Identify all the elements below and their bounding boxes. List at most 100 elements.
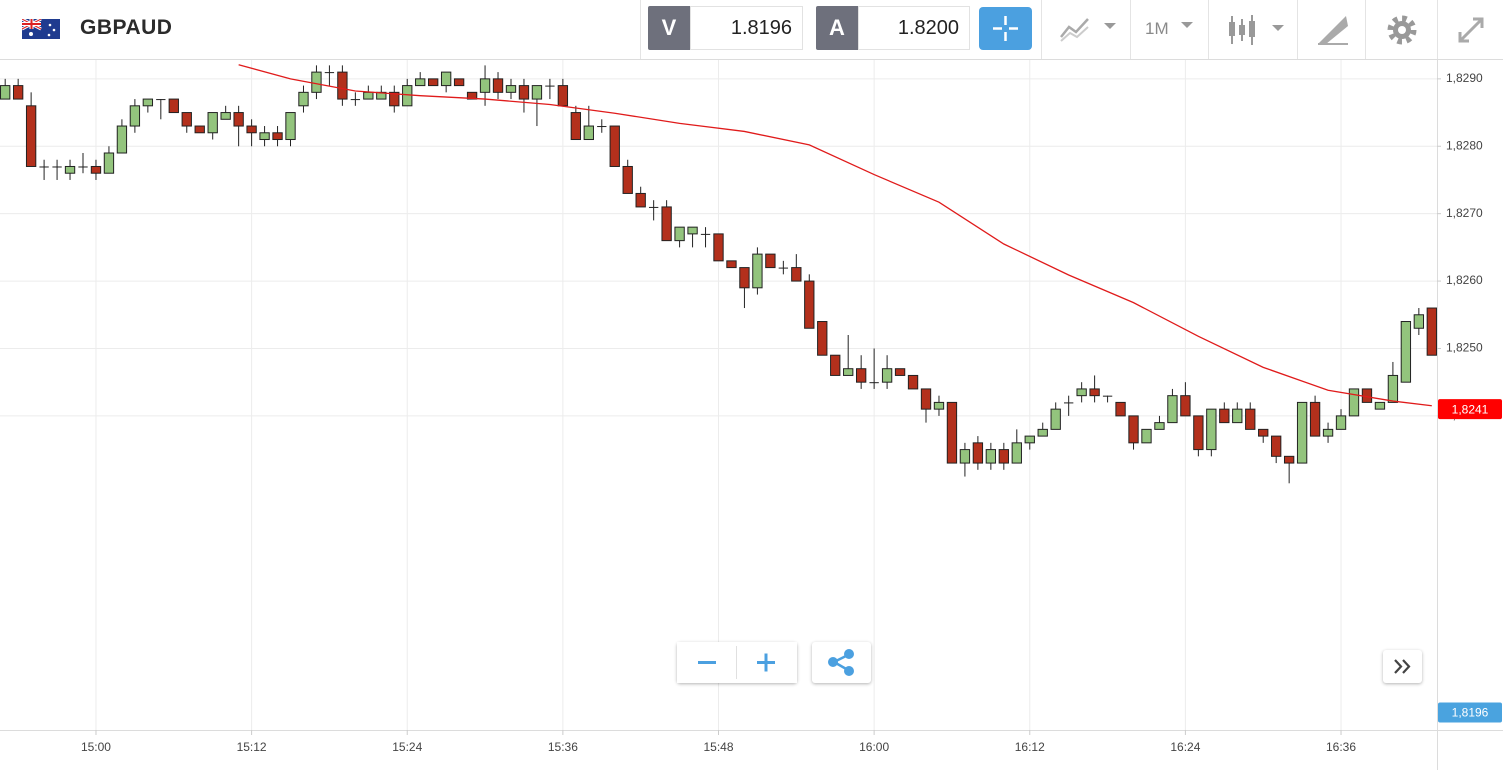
candle-body xyxy=(52,166,62,168)
plus-icon xyxy=(757,653,775,672)
candle-body xyxy=(207,112,218,134)
candle-body xyxy=(479,78,491,93)
candle-body xyxy=(156,99,166,101)
candle-body xyxy=(531,85,543,100)
candle-body xyxy=(285,112,296,141)
candle-body xyxy=(129,105,141,127)
candle-body xyxy=(557,85,569,107)
candle-body xyxy=(324,72,335,74)
candle-body xyxy=(363,91,374,100)
candle-body xyxy=(1167,395,1178,424)
candle-body xyxy=(855,368,867,383)
chart-type-button[interactable] xyxy=(1058,15,1120,43)
candle-body xyxy=(933,401,945,410)
separator xyxy=(640,0,641,59)
separator xyxy=(1437,0,1438,59)
candle-body xyxy=(739,267,750,289)
candle-body xyxy=(90,165,102,174)
separator xyxy=(1130,0,1131,59)
axes: 1,82401,82501,82601,82701,82801,829015:0… xyxy=(81,71,1502,754)
candle-body xyxy=(181,112,192,127)
candle-body xyxy=(648,206,659,208)
candle-body xyxy=(1309,401,1321,437)
dropdown-arrow[interactable] xyxy=(1180,20,1194,30)
candle-body xyxy=(609,125,620,167)
chart: 1,82401,82501,82601,82701,82801,829015:0… xyxy=(0,60,1503,770)
candle-body xyxy=(1011,442,1022,464)
candle-body xyxy=(415,78,426,87)
price-badge xyxy=(1438,702,1502,723)
timeframe-button[interactable]: 1M xyxy=(1145,19,1169,38)
scroll-to-end-button[interactable] xyxy=(1383,650,1422,683)
candle-body xyxy=(700,233,711,235)
candle-body xyxy=(998,449,1009,464)
sell-price[interactable]: 1.8196 xyxy=(690,6,803,50)
candle-body xyxy=(1322,428,1334,437)
candle-body xyxy=(959,449,971,464)
candle-body xyxy=(946,401,958,464)
y-tick-label: 1,8250 xyxy=(1446,341,1483,355)
price-badge-label: 1,8196 xyxy=(1452,706,1489,720)
candle-body xyxy=(752,253,763,289)
price-badge xyxy=(1438,399,1502,420)
x-tick-label: 15:36 xyxy=(548,740,578,754)
candle-body xyxy=(817,321,828,356)
candle-body xyxy=(622,165,633,194)
x-tick-label: 15:48 xyxy=(703,740,733,754)
candle-body xyxy=(843,368,854,376)
share-button[interactable] xyxy=(812,642,871,683)
candle-body xyxy=(492,78,504,93)
crosshair-button[interactable] xyxy=(979,7,1032,50)
candle-body xyxy=(1271,435,1282,457)
candle-body xyxy=(1232,408,1243,424)
separator xyxy=(1041,0,1042,59)
settings-button[interactable] xyxy=(1386,14,1418,46)
candle-body xyxy=(103,152,115,174)
candle-body xyxy=(466,91,478,100)
candle-body xyxy=(791,267,802,282)
grid xyxy=(0,60,1437,730)
candle-body xyxy=(1245,408,1256,430)
candle-body xyxy=(881,368,893,383)
candle-body xyxy=(804,280,815,329)
candle-body xyxy=(78,166,88,168)
candle-body xyxy=(1024,435,1035,444)
candle-body xyxy=(907,374,919,390)
candle-body xyxy=(869,382,879,384)
candle-type-button[interactable] xyxy=(1226,13,1286,47)
candle-body xyxy=(116,125,128,154)
candle-body xyxy=(1296,401,1308,464)
draw-tools-button[interactable] xyxy=(1316,14,1350,46)
candle-body xyxy=(1089,388,1100,397)
buy-label[interactable]: A xyxy=(816,6,858,50)
share-icon xyxy=(828,649,854,676)
candle-body xyxy=(1283,455,1295,464)
candle-body xyxy=(453,78,465,87)
candle-body xyxy=(1115,401,1126,417)
x-tick-label: 15:24 xyxy=(392,740,422,754)
fullscreen-button[interactable] xyxy=(1455,14,1487,46)
candle-body xyxy=(389,91,400,107)
candle-body xyxy=(1128,415,1139,444)
candle-body xyxy=(518,85,530,100)
candle-body xyxy=(233,112,244,127)
separator xyxy=(1297,0,1298,59)
candle-body xyxy=(985,449,997,464)
x-tick-label: 15:12 xyxy=(237,740,267,754)
candle-body xyxy=(25,105,37,167)
candle-body xyxy=(1348,388,1360,417)
x-tick-label: 15:00 xyxy=(81,740,111,754)
candle-body xyxy=(713,233,724,262)
chevron-icon xyxy=(1394,659,1411,674)
symbol: GBPAUD xyxy=(80,16,173,39)
candle-body xyxy=(778,267,789,269)
flag-icon xyxy=(22,19,60,39)
candle-body xyxy=(259,132,270,141)
candle-body xyxy=(194,125,205,134)
candle-body xyxy=(1180,395,1191,417)
buy-price[interactable]: 1.8200 xyxy=(858,6,970,50)
candle-body xyxy=(674,226,685,242)
candle-body xyxy=(402,85,413,107)
candle-body xyxy=(765,253,776,269)
sell-label[interactable]: V xyxy=(648,6,690,50)
